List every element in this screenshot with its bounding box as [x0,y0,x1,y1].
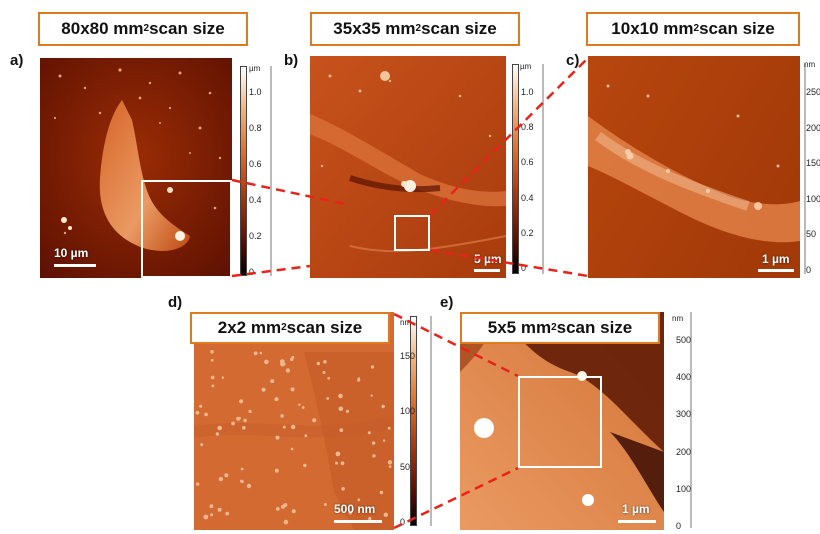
panel-b-afm-image: 5 µm [310,56,506,278]
panel-c-tick-label: 150 [806,158,820,169]
panel-b-title-tail: scan size [421,19,497,38]
panel-e-title: 5x5 mm 2 scan size [460,312,660,344]
panel-c-tick-label: 250 [806,87,820,97]
panel-d-title-tail: scan size [286,318,363,337]
panel-e-scale-label: 1 µm [622,502,650,516]
panel-a-tick-label: 0.8 [249,123,262,133]
panel-d-tick-label: 150 [400,351,416,361]
panel-a-title: 80x80 mm 2 scan size [38,12,248,46]
panel-a-afm-image: 10 µm [40,58,232,278]
panel-d-unit: nm [400,318,412,327]
panel-e-letter: e) [440,294,454,311]
panel-c-tick-label: 0 [806,265,812,275]
panel-d-tick-label: 100 [400,406,416,417]
panel-d-title-sup: 2 [281,321,287,333]
panel-e-unit: nm [672,314,684,323]
panel-a-image-svg [40,58,232,278]
panel-e-tick-label: 400 [676,372,692,383]
panel-c-image-svg [588,56,800,278]
panel-c-title-tail: scan size [699,19,775,38]
panel-b-tick-label: 0.6 [521,157,534,168]
panel-a-tick-label: 0.4 [249,195,262,205]
panel-d-colorbar [410,316,417,526]
panel-b-colorbar [512,64,519,274]
panel-c-tick-label: 100 [806,193,820,204]
panel-e-roi-box [518,376,602,468]
panel-a-tick-label: 0.2 [249,231,262,241]
panel-c-tick-label: 50 [806,229,817,240]
panel-d-tick-label: 0 [400,517,406,527]
panel-b-tick-label: 0.8 [521,122,534,133]
panel-d-scale-label: 500 nm [334,502,376,516]
panel-d-scale-bar [334,520,382,523]
panel-d-image-svg [194,312,394,530]
panel-b-title: 35x35 mm 2 scan size [310,12,520,46]
panel-b-tick-label: 0.2 [521,227,534,238]
panel-b-tick-label: 0 [521,263,527,273]
panel-c-tick-label: 200 [806,122,820,133]
panel-d-afm-image: 500 nm [194,312,394,530]
panel-b-unit: µm [520,62,532,71]
panel-a-title-tail: scan size [149,19,225,38]
panel-d-title-main: 2x2 mm [217,318,282,337]
panel-c-afm-image: 1 µm [588,56,800,278]
panel-d-letter: d) [168,294,183,311]
panel-b-colorbar-edge [542,64,544,274]
panel-e-tick-label: 100 [676,483,692,494]
panel-b-scale-bar [474,269,500,272]
panel-a-tick-label: 1.0 [249,87,262,97]
panel-a-title-main: 80x80 mm [61,19,144,38]
panel-c-title: 10x10 mm 2 scan size [586,12,800,46]
panel-a-title-sup: 2 [143,22,150,34]
panel-e-afm-image: 1 µm [460,312,664,530]
panel-b-tick-label: 0.4 [521,192,534,203]
panel-a-unit: µm [249,64,261,73]
panel-a-scale-label: 10 µm [54,246,89,260]
panel-b-roi-box [394,215,430,251]
panel-c-title-main: 10x10 mm [611,19,694,38]
panel-a-tick-label: 0.6 [249,159,262,169]
panel-e-title-tail: scan size [556,318,633,337]
panel-a-letter: a) [10,52,24,69]
panel-c-colorbar-edge [804,64,806,274]
panel-e-scale-bar [618,520,656,523]
panel-d-tick-label: 50 [400,461,411,472]
panel-e-tick-label: 200 [676,446,692,457]
panel-c-scale-bar [758,269,794,272]
panel-e-tick-label: 0 [676,521,682,531]
panel-b-title-main: 35x35 mm [333,19,416,38]
panel-b-tick-label: 1.0 [521,87,534,97]
panel-a-colorbar-edge [270,66,272,276]
panel-c-scale-label: 1 µm [762,252,790,266]
panel-a-scale-bar [54,264,96,267]
panel-e-colorbar-edge [690,312,692,528]
panel-c-title-sup: 2 [693,22,700,34]
panel-b-scale-label: 5 µm [474,252,502,266]
panel-a-roi-box [141,180,232,278]
panel-c-letter: c) [566,52,580,69]
panel-e-title-sup: 2 [551,321,557,333]
panel-a-tick-label: 0 [249,267,255,277]
panel-a-colorbar [240,66,247,276]
panel-d-colorbar-edge [430,316,432,526]
panel-e-tick-label: 500 [676,335,692,345]
panel-d-title: 2x2 mm 2 scan size [190,312,390,344]
panel-b-title-sup: 2 [415,22,422,34]
panel-e-tick-label: 300 [676,409,692,420]
panel-e-title-main: 5x5 mm [487,318,552,337]
panel-c-unit: nm [804,60,816,69]
panel-b-letter: b) [284,52,299,69]
